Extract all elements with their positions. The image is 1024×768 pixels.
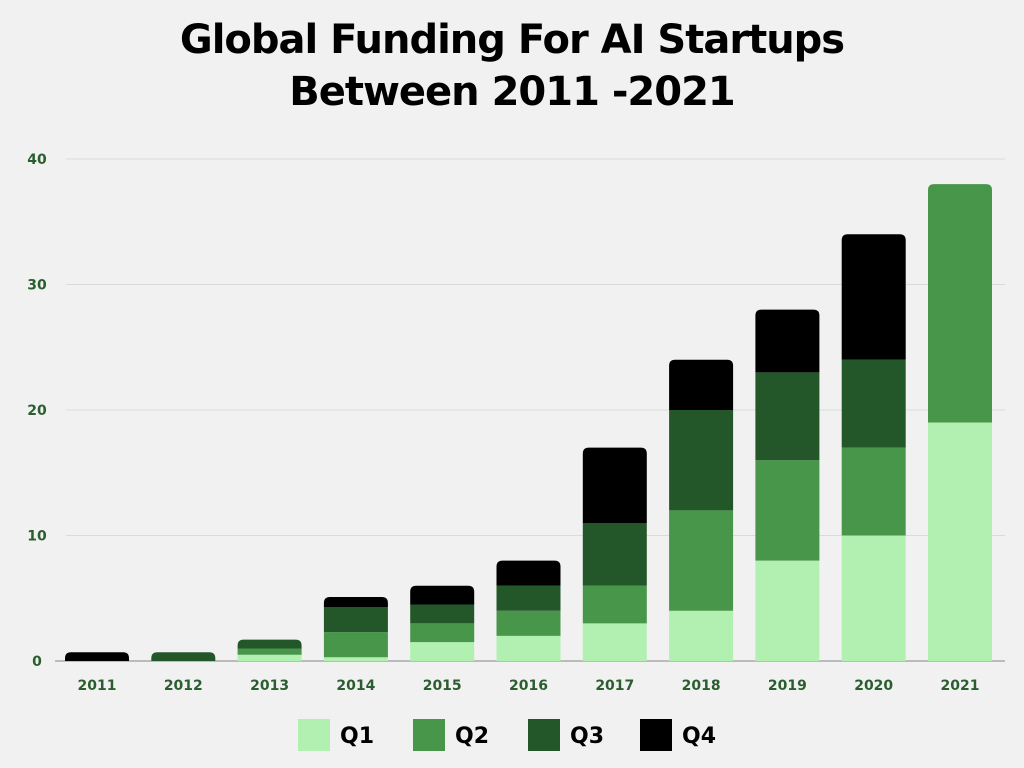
bar-2017-q2 bbox=[582, 585, 647, 624]
bar-2017-q3 bbox=[582, 522, 647, 586]
bar-2014-q4 bbox=[323, 596, 388, 608]
x-tick-label: 2014 bbox=[336, 678, 375, 694]
legend-swatch-q2 bbox=[413, 719, 445, 751]
bar-2013-q2 bbox=[237, 648, 302, 655]
y-tick-label: 0 bbox=[32, 654, 42, 670]
bar-2014-q3 bbox=[323, 607, 388, 633]
bar-2018-q3 bbox=[669, 410, 734, 511]
bar-2016-q3 bbox=[496, 585, 561, 611]
bar-2015-q3 bbox=[410, 604, 475, 624]
bar-2020-q1 bbox=[841, 535, 906, 661]
bar-2011-q4 bbox=[65, 652, 129, 661]
bar-2015-q1 bbox=[410, 642, 475, 661]
y-tick-label: 40 bbox=[27, 152, 47, 168]
chart-title-line-2: Between 2011 -2021 bbox=[289, 69, 736, 115]
chart-title: Global Funding For AI Startups Between 2… bbox=[0, 14, 1024, 118]
x-tick-label: 2016 bbox=[509, 678, 548, 694]
x-tick-label: 2018 bbox=[682, 678, 721, 694]
x-tick-label: 2020 bbox=[854, 678, 893, 694]
bar-2016-q2 bbox=[496, 610, 561, 636]
x-tick-label: 2021 bbox=[941, 678, 980, 694]
legend-label-q3: Q3 bbox=[570, 724, 604, 749]
x-tick-label: 2011 bbox=[78, 678, 117, 694]
legend-swatch-q1 bbox=[298, 719, 330, 751]
x-tick-label: 2015 bbox=[423, 678, 462, 694]
y-tick-label: 20 bbox=[27, 403, 47, 419]
legend-label-q1: Q1 bbox=[340, 724, 374, 749]
bar-2012-q3 bbox=[151, 652, 216, 661]
bar-2013-q1 bbox=[237, 654, 302, 661]
bar-2019-q1 bbox=[755, 560, 820, 661]
bar-2015-q4 bbox=[410, 585, 475, 605]
bar-2014-q2 bbox=[323, 632, 388, 658]
bar-2020-q2 bbox=[841, 447, 906, 536]
bar-2020-q4 bbox=[841, 234, 906, 360]
x-tick-label: 2019 bbox=[768, 678, 807, 694]
bar-2013-q3 bbox=[237, 639, 302, 649]
x-tick-label: 2012 bbox=[164, 678, 203, 694]
bar-2021-q1 bbox=[928, 422, 992, 661]
chart-title-line-1: Global Funding For AI Startups bbox=[179, 17, 845, 63]
bar-2019-q2 bbox=[755, 460, 820, 561]
bar-2020-q3 bbox=[841, 359, 906, 448]
legend-swatch-q3 bbox=[528, 719, 560, 751]
bar-2014-q1 bbox=[323, 657, 388, 661]
x-tick-label: 2013 bbox=[250, 678, 289, 694]
bar-2016-q1 bbox=[496, 635, 561, 661]
bar-2018-q2 bbox=[669, 510, 734, 611]
legend-swatch-q4 bbox=[640, 719, 672, 751]
bar-2019-q3 bbox=[755, 372, 820, 461]
bar-2021-q2 bbox=[928, 184, 992, 423]
bar-2017-q1 bbox=[582, 623, 647, 661]
y-tick-label: 30 bbox=[27, 278, 47, 294]
legend-label-q2: Q2 bbox=[455, 724, 489, 749]
bar-2017-q4 bbox=[582, 447, 647, 523]
x-tick-label: 2017 bbox=[595, 678, 634, 694]
bar-2016-q4 bbox=[496, 560, 561, 586]
bar-2019-q4 bbox=[755, 309, 820, 373]
bar-2015-q2 bbox=[410, 623, 475, 643]
legend-label-q4: Q4 bbox=[682, 724, 716, 749]
y-tick-label: 10 bbox=[27, 529, 47, 545]
bar-2018-q4 bbox=[669, 359, 734, 410]
bar-2018-q1 bbox=[669, 610, 734, 661]
